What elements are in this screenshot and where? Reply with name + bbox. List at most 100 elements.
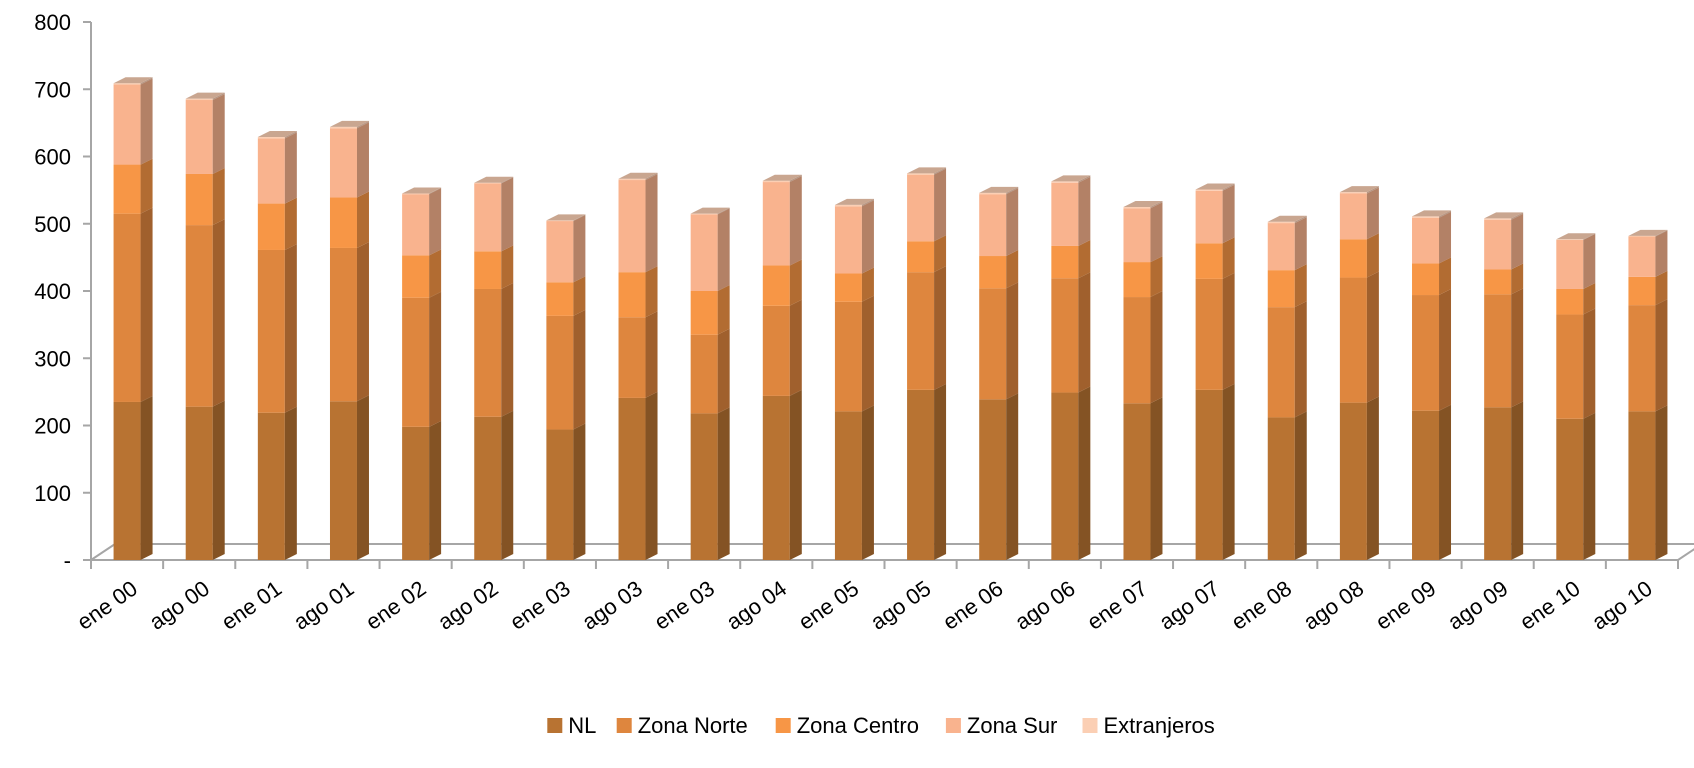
bar-zona-sur-3-side bbox=[356, 122, 369, 198]
bar-stack-ago-02-5 bbox=[474, 176, 514, 560]
bar-zona-centro-0-side bbox=[140, 158, 153, 214]
bar-extranjeros-5-side bbox=[501, 176, 514, 184]
bar-stack-ago-10-21 bbox=[1628, 229, 1668, 560]
bar-extranjeros-7 bbox=[618, 178, 646, 181]
bar-zona-centro-13-side bbox=[1078, 239, 1091, 279]
legend-label: Zona Norte bbox=[638, 713, 748, 738]
bar-top-20 bbox=[1556, 233, 1596, 240]
bar-top-10 bbox=[834, 198, 874, 205]
bar-zona-norte-11-side bbox=[934, 266, 947, 390]
bar-nl-3 bbox=[329, 401, 357, 560]
bar-zona-norte-10-side bbox=[861, 295, 874, 412]
bar-zona-sur-4-side bbox=[429, 188, 442, 256]
x-tick-label: ene 06 bbox=[938, 576, 1007, 635]
bar-top-15 bbox=[1195, 183, 1235, 190]
bar-zona-centro-15-side bbox=[1222, 237, 1235, 279]
bar-top-8 bbox=[690, 207, 730, 214]
bar-nl-3-side bbox=[356, 395, 369, 560]
x-tick-label: ago 06 bbox=[1010, 576, 1079, 635]
bar-zona-sur-1 bbox=[185, 100, 213, 174]
bar-extranjeros-21-side bbox=[1655, 229, 1668, 237]
bar-extranjeros-1 bbox=[185, 98, 213, 101]
bar-zona-sur-17-side bbox=[1366, 187, 1379, 240]
bar-zona-centro-10 bbox=[834, 273, 862, 302]
bar-nl-11-side bbox=[934, 383, 947, 560]
bar-zona-sur-8-side bbox=[717, 208, 730, 291]
bar-extranjeros-15-side bbox=[1222, 183, 1235, 191]
bar-zona-centro-0 bbox=[113, 164, 141, 214]
bar-zona-centro-14 bbox=[1123, 262, 1151, 298]
bar-extranjeros-15 bbox=[1195, 189, 1223, 191]
y-tick-labels: - 100 200 300 400 500 600 700 800 bbox=[34, 10, 71, 573]
bar-nl-7 bbox=[618, 397, 646, 560]
bar-top-0 bbox=[113, 77, 153, 84]
axes bbox=[83, 21, 1694, 569]
bar-top-13 bbox=[1051, 175, 1091, 182]
bar-stack-ago-00-1 bbox=[185, 92, 225, 560]
bar-zona-norte-3 bbox=[329, 247, 357, 402]
bar-nl-17 bbox=[1339, 402, 1367, 560]
bar-zona-centro-18 bbox=[1412, 263, 1440, 296]
bar-stack-ago-01-3 bbox=[329, 120, 369, 560]
legend-swatch bbox=[1082, 718, 1098, 733]
bar-zona-norte-19 bbox=[1484, 294, 1512, 408]
bar-nl-11 bbox=[907, 389, 935, 560]
bar-extranjeros-19 bbox=[1484, 218, 1512, 220]
x-tick-label: ago 00 bbox=[145, 576, 214, 635]
bar-zona-centro-8 bbox=[690, 291, 718, 335]
legend-label: Zona Centro bbox=[797, 713, 919, 738]
bar-nl-20 bbox=[1556, 418, 1584, 560]
bar-nl-12-side bbox=[1006, 393, 1019, 560]
bar-top-17 bbox=[1339, 186, 1379, 193]
bar-top-14 bbox=[1123, 200, 1163, 207]
legend-item-zona-centro: Zona Centro bbox=[775, 713, 919, 738]
bar-top-11 bbox=[907, 167, 947, 174]
y-tick-label: 800 bbox=[34, 10, 71, 35]
bar-nl-6 bbox=[546, 429, 574, 560]
bar-zona-norte-17 bbox=[1339, 277, 1367, 403]
bar-zona-norte-15 bbox=[1195, 278, 1223, 390]
bar-zona-centro-2 bbox=[257, 203, 285, 250]
bar-zona-centro-3 bbox=[329, 197, 357, 248]
bar-extranjeros-0 bbox=[113, 83, 141, 85]
bar-extranjeros-10-side bbox=[861, 198, 874, 207]
bar-zona-centro-17 bbox=[1339, 239, 1367, 278]
y-tick-label: 100 bbox=[34, 481, 71, 506]
bar-zona-norte-21-side bbox=[1655, 299, 1668, 412]
bar-extranjeros-9 bbox=[762, 180, 790, 183]
bar-zona-sur-16-side bbox=[1294, 217, 1307, 271]
bar-zona-sur-3 bbox=[329, 128, 357, 198]
y-tick-label: 700 bbox=[34, 77, 71, 102]
bar-stack-ene-06-12 bbox=[979, 186, 1019, 560]
bar-top-3 bbox=[329, 120, 369, 127]
bar-zona-norte-14 bbox=[1123, 297, 1151, 404]
bar-zona-centro-7-side bbox=[645, 266, 658, 318]
y-tick-label: 400 bbox=[34, 279, 71, 304]
bar-zona-sur-12 bbox=[979, 194, 1007, 257]
legend-swatch bbox=[945, 718, 961, 733]
bar-zona-norte-20 bbox=[1556, 314, 1584, 419]
bar-zona-centro-4-side bbox=[429, 249, 442, 298]
bar-extranjeros-17-side bbox=[1366, 186, 1379, 194]
bar-nl-14 bbox=[1123, 403, 1151, 560]
x-tick-label: ago 05 bbox=[866, 576, 935, 635]
x-tick-label: ene 09 bbox=[1371, 576, 1440, 635]
bar-extranjeros-16-side bbox=[1294, 215, 1307, 224]
bar-zona-sur-13 bbox=[1051, 182, 1079, 246]
bar-zona-sur-5-side bbox=[501, 177, 514, 252]
bar-zona-sur-19 bbox=[1484, 219, 1512, 270]
bar-zona-sur-0 bbox=[113, 84, 141, 165]
bar-zona-norte-2-side bbox=[284, 243, 297, 413]
bar-zona-sur-10-side bbox=[861, 200, 874, 274]
bar-zona-norte-17-side bbox=[1366, 271, 1379, 403]
bar-stack-ene-03-8 bbox=[690, 207, 730, 560]
bar-zona-sur-4 bbox=[402, 194, 430, 256]
bar-extranjeros-4 bbox=[402, 193, 430, 195]
bar-top-21 bbox=[1628, 229, 1668, 236]
bar-zona-sur-5 bbox=[474, 183, 502, 252]
x-tick-label: ene 10 bbox=[1515, 576, 1584, 635]
bar-zona-sur-20-side bbox=[1583, 233, 1596, 289]
x-tick-label: ago 03 bbox=[577, 576, 646, 635]
